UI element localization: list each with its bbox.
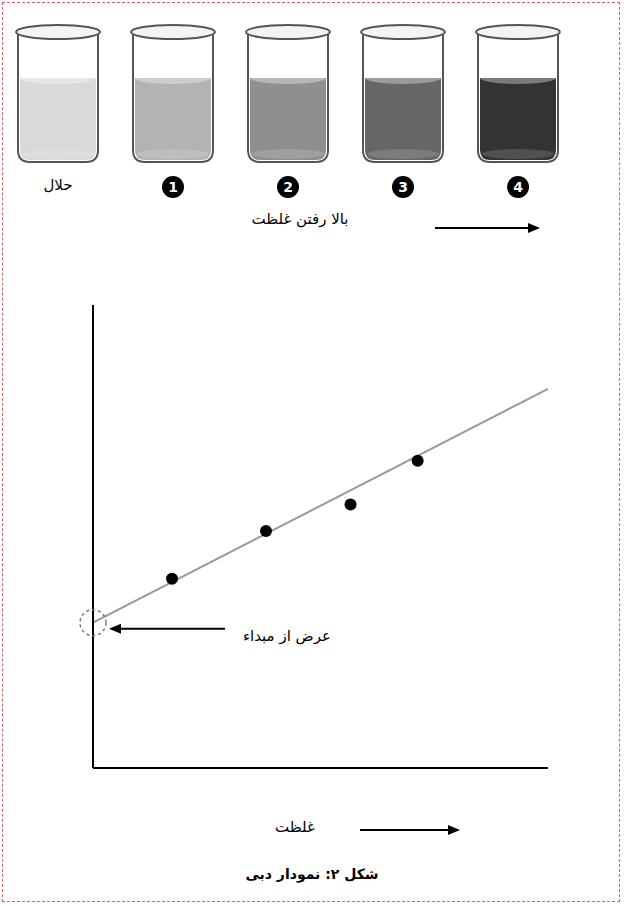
html-text:4: 4 <box>513 179 523 195</box>
svg-text:عرض از مبداء: عرض از مبداء <box>243 627 331 645</box>
html-text:3: 3 <box>398 179 408 195</box>
html-text:حلال: حلال <box>43 176 73 194</box>
html-text:شکل ۲: نمودار دبی: شکل ۲: نمودار دبی <box>245 866 379 882</box>
html-text:2: 2 <box>283 179 293 195</box>
html-text:بالا رفتن غلظت: بالا رفتن غلظت <box>251 210 349 228</box>
html-text:غلظت: غلظت <box>275 818 315 836</box>
html-text:1: 1 <box>168 179 178 195</box>
